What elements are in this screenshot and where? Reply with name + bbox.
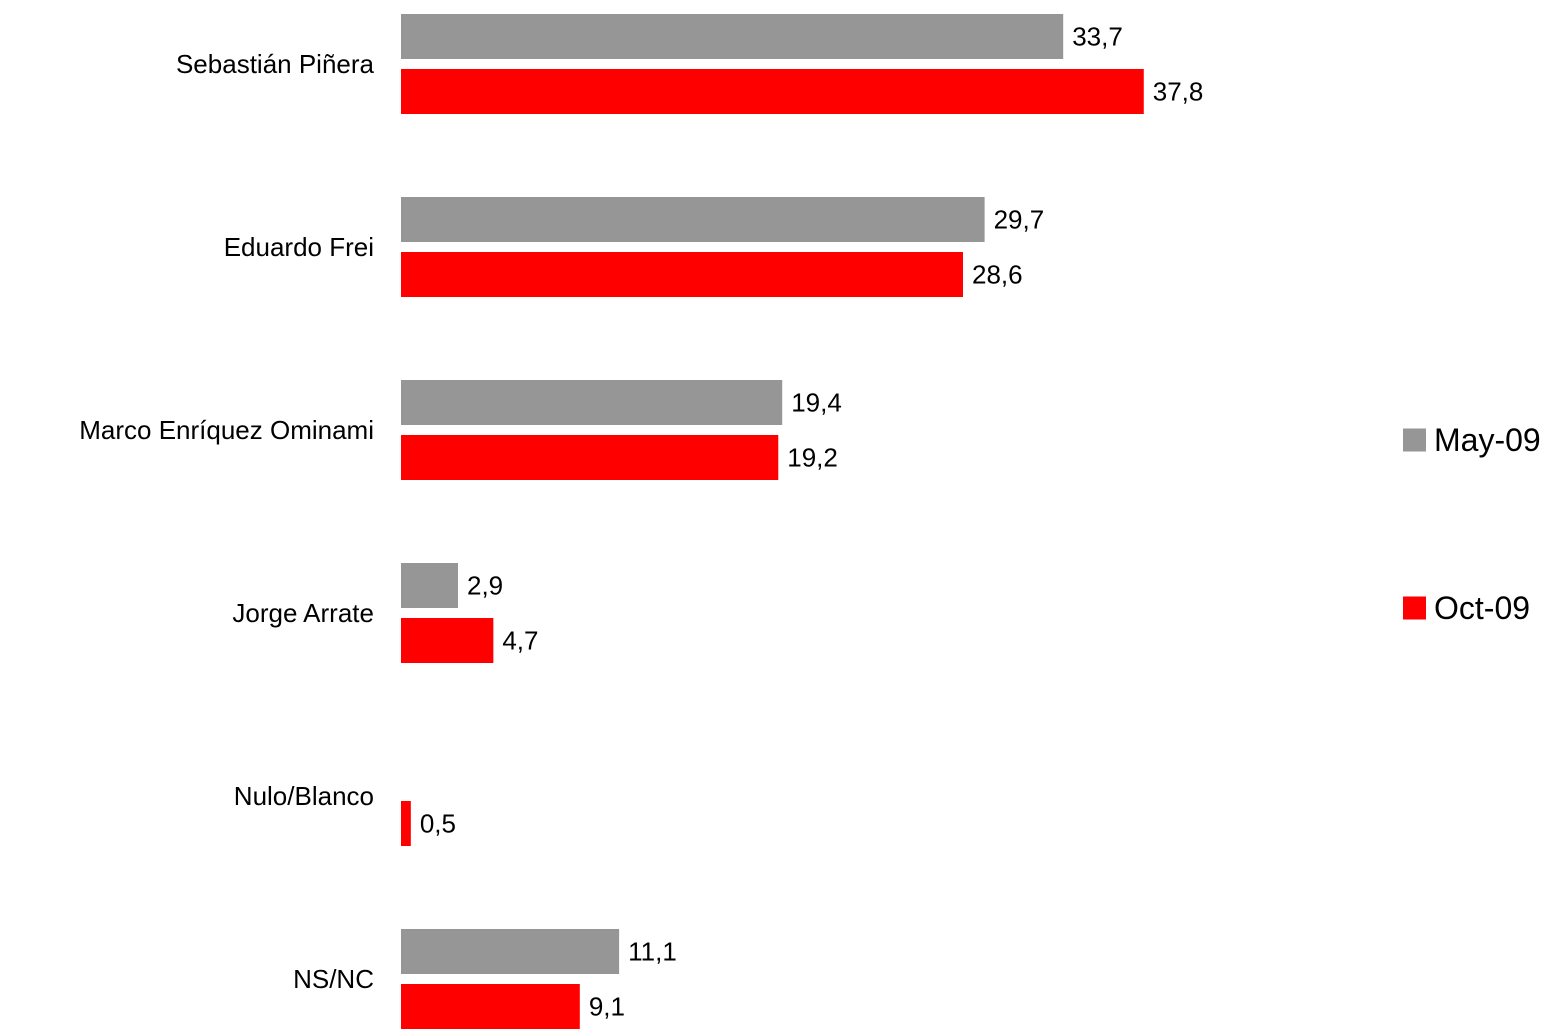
legend: May-09 Oct-09 bbox=[1403, 422, 1541, 626]
bar-oct-09-nulo-blanco bbox=[401, 801, 411, 846]
bar-may-09-jorge-arrate bbox=[401, 563, 458, 608]
value-label-oct-09-nulo-blanco: 0,5 bbox=[420, 809, 456, 839]
category-label-marco-enriquez-ominami: Marco Enríquez Ominami bbox=[79, 415, 374, 445]
bar-oct-09-marco-enriquez-ominami bbox=[401, 435, 779, 480]
legend-label-oct-09: Oct-09 bbox=[1434, 590, 1530, 626]
value-label-may-09-eduardo-frei: 29,7 bbox=[994, 205, 1045, 235]
bar-oct-09-jorge-arrate bbox=[401, 618, 494, 663]
category-label-eduardo-frei: Eduardo Frei bbox=[224, 232, 374, 262]
category-label-jorge-arrate: Jorge Arrate bbox=[232, 598, 374, 628]
bar-may-09-eduardo-frei bbox=[401, 197, 985, 242]
value-label-oct-09-sebastian-pinera: 37,8 bbox=[1153, 77, 1204, 107]
value-label-oct-09-marco-enriquez-ominami: 19,2 bbox=[787, 443, 838, 473]
value-label-may-09-jorge-arrate: 2,9 bbox=[467, 571, 503, 601]
value-label-oct-09-jorge-arrate: 4,7 bbox=[502, 626, 538, 656]
bars-layer bbox=[401, 14, 1144, 1029]
legend-label-may-09: May-09 bbox=[1434, 422, 1541, 458]
category-label-sebastian-pinera: Sebastián Piñera bbox=[176, 49, 375, 79]
category-label-nulo-blanco: Nulo/Blanco bbox=[234, 781, 374, 811]
bar-may-09-sebastian-pinera bbox=[401, 14, 1064, 59]
value-label-oct-09-eduardo-frei: 28,6 bbox=[972, 260, 1023, 290]
bar-may-09-marco-enriquez-ominami bbox=[401, 380, 783, 425]
value-label-may-09-ns-nc: 11,1 bbox=[628, 937, 677, 967]
bar-oct-09-ns-nc bbox=[401, 984, 580, 1029]
bar-oct-09-sebastian-pinera bbox=[401, 69, 1144, 114]
category-label-ns-nc: NS/NC bbox=[293, 964, 374, 994]
labels-layer: Sebastián Piñera 33,7 37,8 Eduardo Frei 29,7… bbox=[79, 22, 1203, 1022]
value-label-oct-09-ns-nc: 9,1 bbox=[589, 992, 625, 1022]
value-label-may-09-sebastian-pinera: 33,7 bbox=[1072, 22, 1123, 52]
value-label-may-09-marco-enriquez-ominami: 19,4 bbox=[791, 388, 842, 418]
legend-swatch-may-09 bbox=[1403, 428, 1426, 452]
legend-swatch-oct-09 bbox=[1403, 596, 1426, 620]
bar-oct-09-eduardo-frei bbox=[401, 252, 963, 297]
bar-may-09-ns-nc bbox=[401, 929, 620, 974]
